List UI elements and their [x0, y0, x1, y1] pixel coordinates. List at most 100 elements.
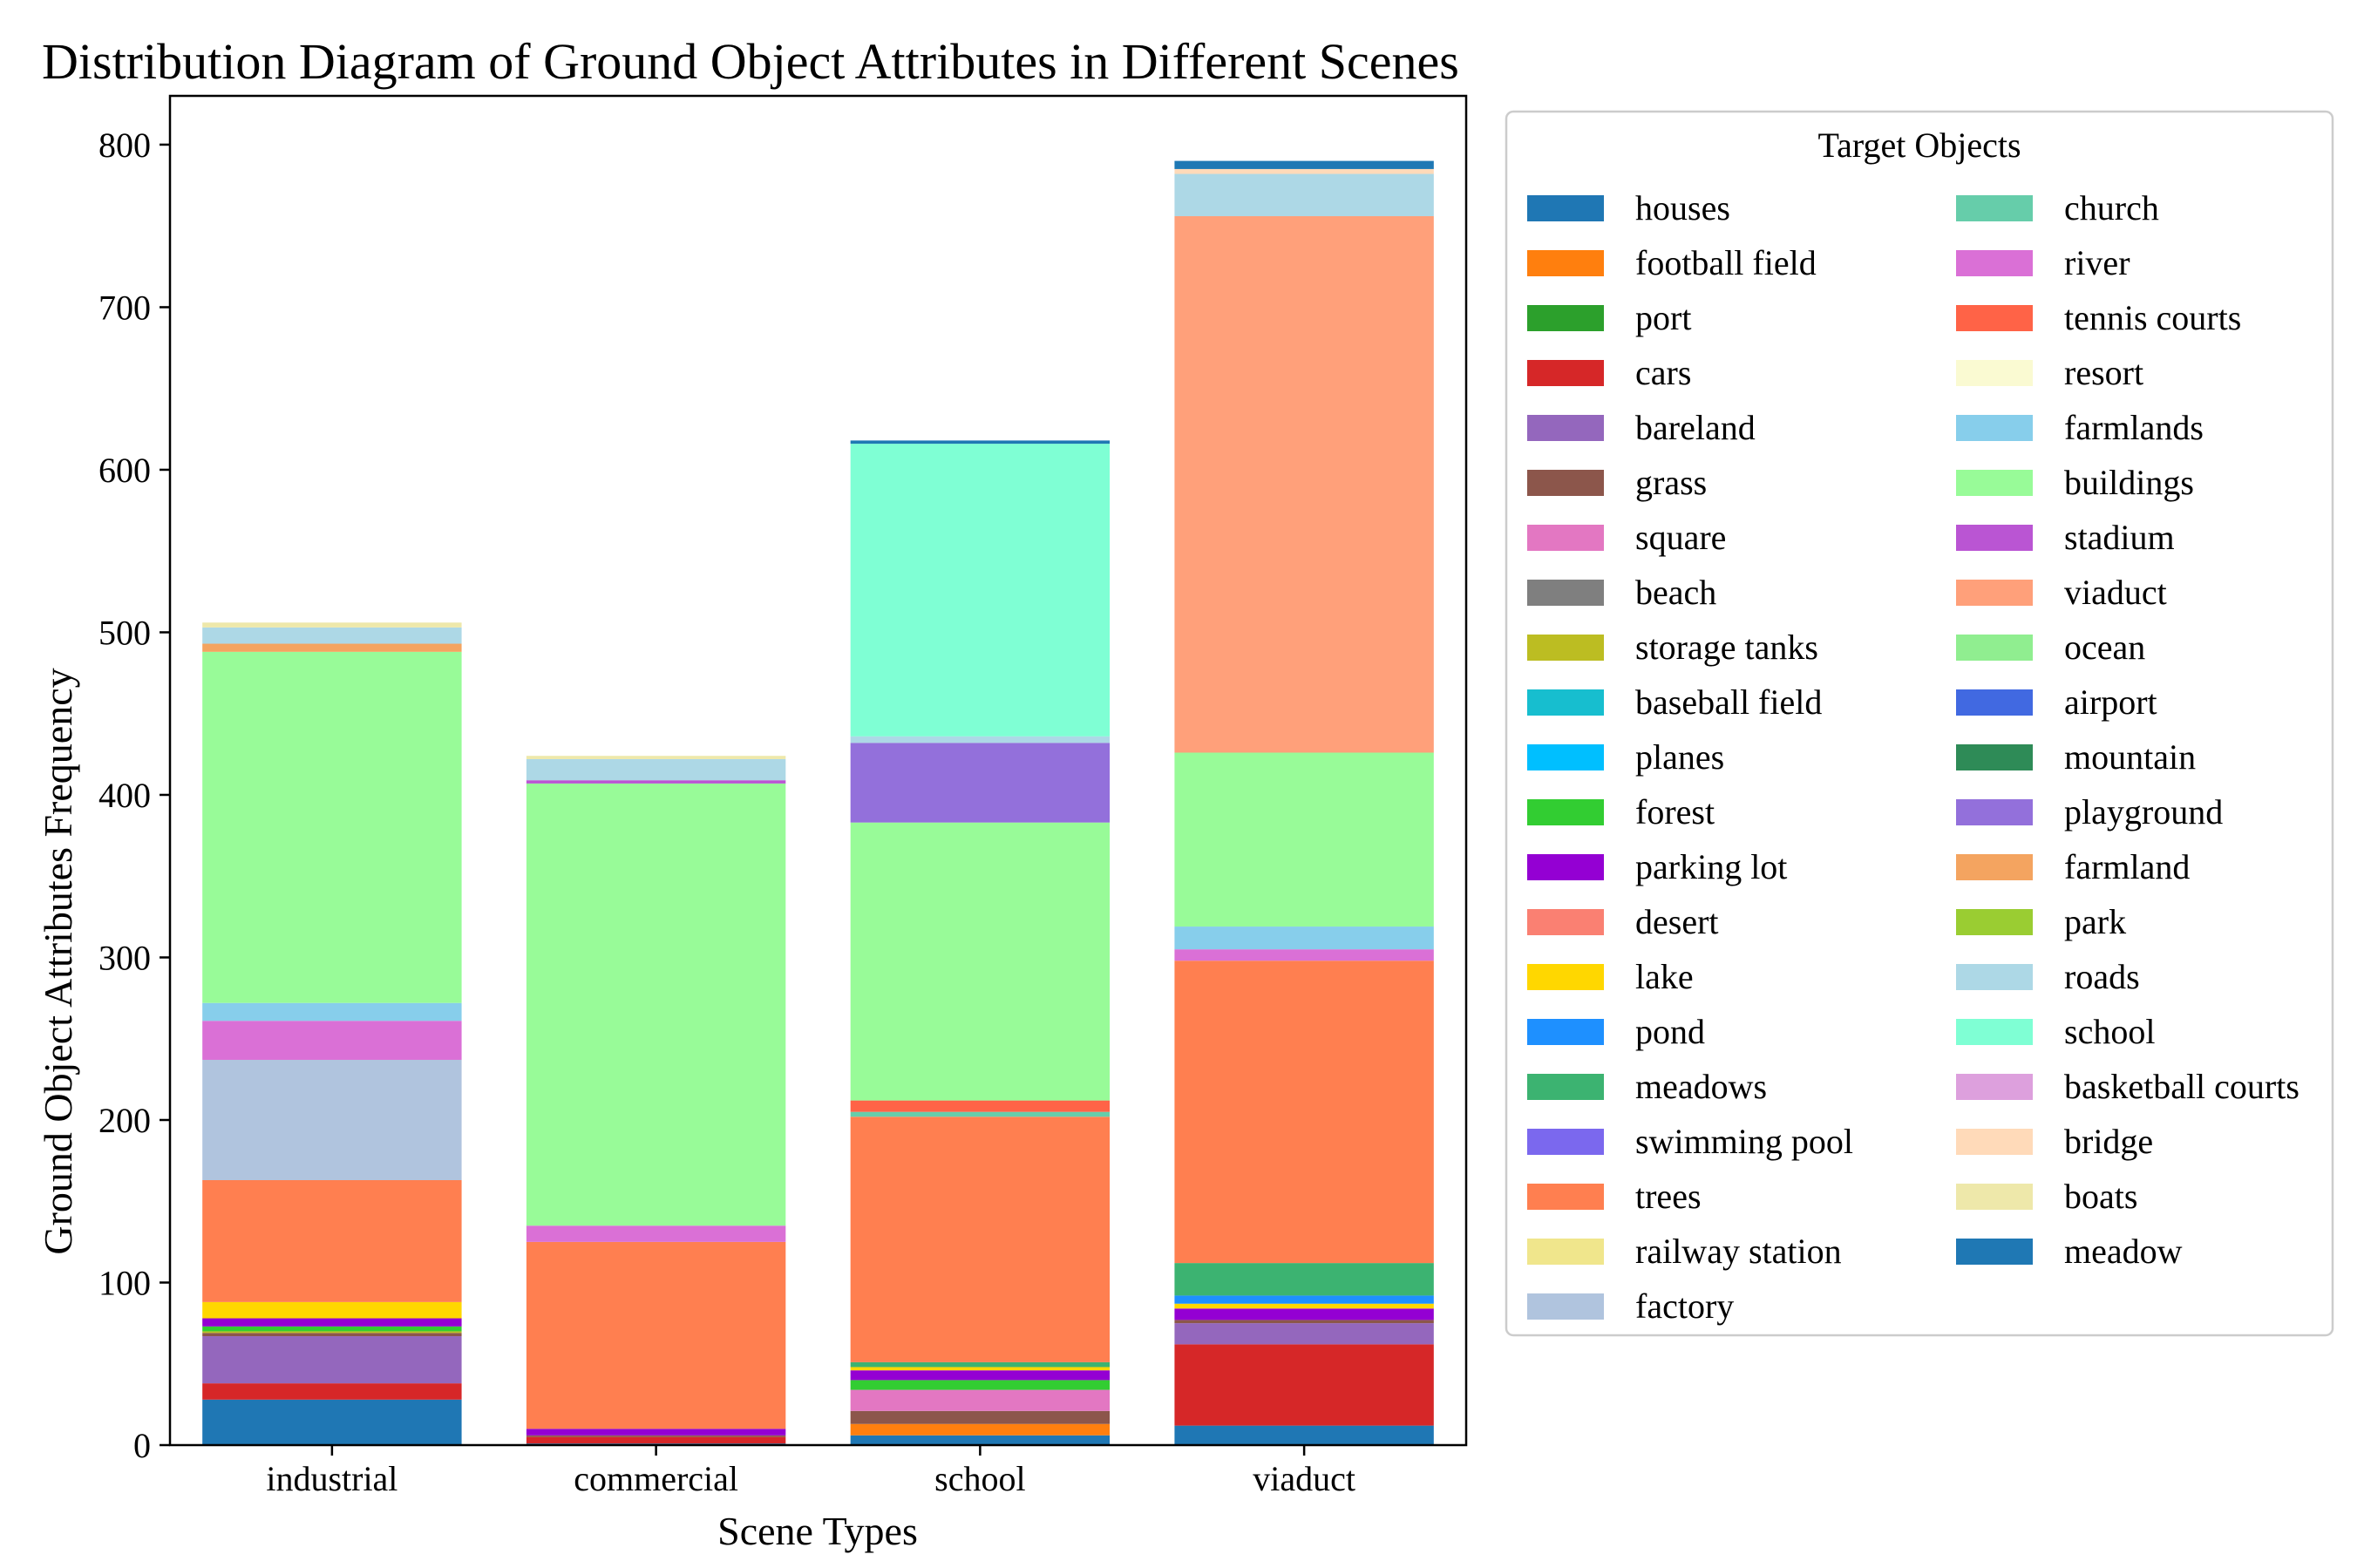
legend-swatch: [1527, 799, 1604, 825]
legend-label: grass: [1635, 463, 1707, 502]
legend-label: roads: [2064, 957, 2140, 996]
legend-frame: [1505, 110, 2334, 1337]
bar-segment-school-lake: [850, 1367, 1111, 1371]
legend-label: farmland: [2064, 847, 2190, 886]
legend-item: church: [1956, 188, 2159, 227]
legend-swatch: [1956, 909, 2033, 935]
legend-swatch: [1956, 799, 2033, 825]
legend-label: river: [2064, 243, 2130, 282]
x-tick-label: viaduct: [1253, 1459, 1355, 1498]
legend-swatch: [1956, 689, 2033, 716]
bar-segment-industrial-grass: [202, 1333, 462, 1337]
y-tick-label: 600: [98, 451, 151, 490]
bar-segment-school-trees: [850, 1117, 1111, 1362]
legend-item: beach: [1527, 573, 1716, 612]
legend-swatch: [1527, 964, 1604, 990]
legend-item: bareland: [1527, 408, 1756, 447]
legend-item: storage tanks: [1527, 628, 1818, 667]
legend-item: roads: [1956, 957, 2140, 996]
y-tick-label: 300: [98, 938, 151, 977]
legend-swatch: [1956, 964, 2033, 990]
legend-item: park: [1956, 902, 2126, 941]
bar-segment-industrial-factory: [202, 1059, 462, 1180]
legend-item: lake: [1527, 957, 1694, 996]
bar-segment-viaduct-trees: [1174, 960, 1434, 1264]
bar-segment-commercial-trees: [526, 1241, 786, 1429]
legend-item: mountain: [1956, 737, 2196, 777]
legend-item: meadows: [1527, 1067, 1767, 1106]
legend-swatch: [1527, 909, 1604, 935]
legend-item: desert: [1527, 902, 1719, 941]
legend-item: forest: [1527, 792, 1715, 832]
bar-segment-industrial-buildings: [202, 651, 462, 1003]
bar-segment-viaduct-cars: [1174, 1344, 1434, 1426]
legend-label: baseball field: [1635, 682, 1822, 722]
legend-label: church: [2064, 188, 2159, 227]
bar-segment-industrial-lake: [202, 1301, 462, 1319]
legend-item: railway station: [1527, 1232, 1842, 1271]
legend-item: football field: [1527, 243, 1817, 282]
x-axis-label: Scene Types: [717, 1509, 918, 1553]
legend-label: beach: [1635, 573, 1716, 612]
legend-item: tennis courts: [1956, 298, 2241, 337]
legend-label: bareland: [1635, 408, 1756, 447]
bar-segment-viaduct-houses: [1174, 1425, 1434, 1445]
bar-segment-school-square: [850, 1389, 1111, 1411]
legend-item: stadium: [1956, 518, 2175, 557]
bar-segment-school-football-field: [850, 1423, 1111, 1436]
legend-item: farmland: [1956, 847, 2190, 886]
legend-swatch: [1956, 1184, 2033, 1210]
y-tick-label: 100: [98, 1263, 151, 1302]
legend-swatch: [1956, 470, 2033, 496]
legend-swatch: [1956, 195, 2033, 221]
bar-segment-commercial-stadium: [526, 780, 786, 784]
legend-swatch: [1956, 854, 2033, 880]
y-tick-label: 700: [98, 288, 151, 327]
bars-layer: [202, 160, 1434, 1445]
legend-swatch: [1956, 250, 2033, 276]
bar-segment-industrial-storage-tanks: [202, 1331, 462, 1334]
legend-label: trees: [1635, 1177, 1702, 1216]
bar-segment-viaduct-grass: [1174, 1320, 1434, 1324]
legend-label: playground: [2064, 792, 2223, 832]
legend-swatch: [1527, 1184, 1604, 1210]
legend-label: houses: [1635, 188, 1730, 227]
legend-label: farmlands: [2064, 408, 2204, 447]
legend-swatch: [1956, 305, 2033, 331]
legend-swatch: [1956, 1019, 2033, 1045]
bar-segment-school-meadow: [850, 440, 1111, 445]
bar-segment-commercial-buildings: [526, 783, 786, 1226]
legend-item: factory: [1527, 1286, 1734, 1326]
legend-swatch: [1956, 415, 2033, 441]
legend-swatch: [1527, 1129, 1604, 1155]
legend-item: basketball courts: [1956, 1067, 2299, 1106]
legend-item: square: [1527, 518, 1726, 557]
bar-segment-industrial-roads: [202, 627, 462, 644]
legend-swatch: [1956, 360, 2033, 386]
bar-segment-viaduct-buildings: [1174, 752, 1434, 927]
legend-item: river: [1956, 243, 2130, 282]
legend-swatch: [1956, 1239, 2033, 1265]
bar-segment-industrial-trees: [202, 1179, 462, 1302]
legend-swatch: [1527, 580, 1604, 606]
legend-items: houses football field port cars bareland gras…: [1527, 188, 2299, 1326]
legend-swatch: [1527, 1239, 1604, 1265]
legend-item: airport: [1956, 682, 2157, 722]
x-tick-label: school: [934, 1459, 1025, 1498]
legend-item: bridge: [1956, 1122, 2153, 1161]
plot-area-frame: [168, 94, 1468, 1447]
legend-label: cars: [1635, 353, 1691, 392]
legend-swatch: [1956, 1129, 2033, 1155]
x-axis-ticks: industrial commercial school viaduct: [266, 1445, 1355, 1498]
bar-segment-viaduct-parking-lot: [1174, 1308, 1434, 1320]
bar-segment-viaduct-lake: [1174, 1303, 1434, 1309]
bar-segment-school-tennis-courts: [850, 1100, 1111, 1112]
legend-label: park: [2064, 902, 2126, 941]
legend-item: buildings: [1956, 463, 2194, 502]
bar-segment-industrial-boats: [202, 622, 462, 628]
legend-swatch: [1956, 744, 2033, 770]
bar-segment-industrial-forest: [202, 1326, 462, 1332]
legend-label: ocean: [2064, 628, 2145, 667]
bar-segment-industrial-houses: [202, 1399, 462, 1445]
